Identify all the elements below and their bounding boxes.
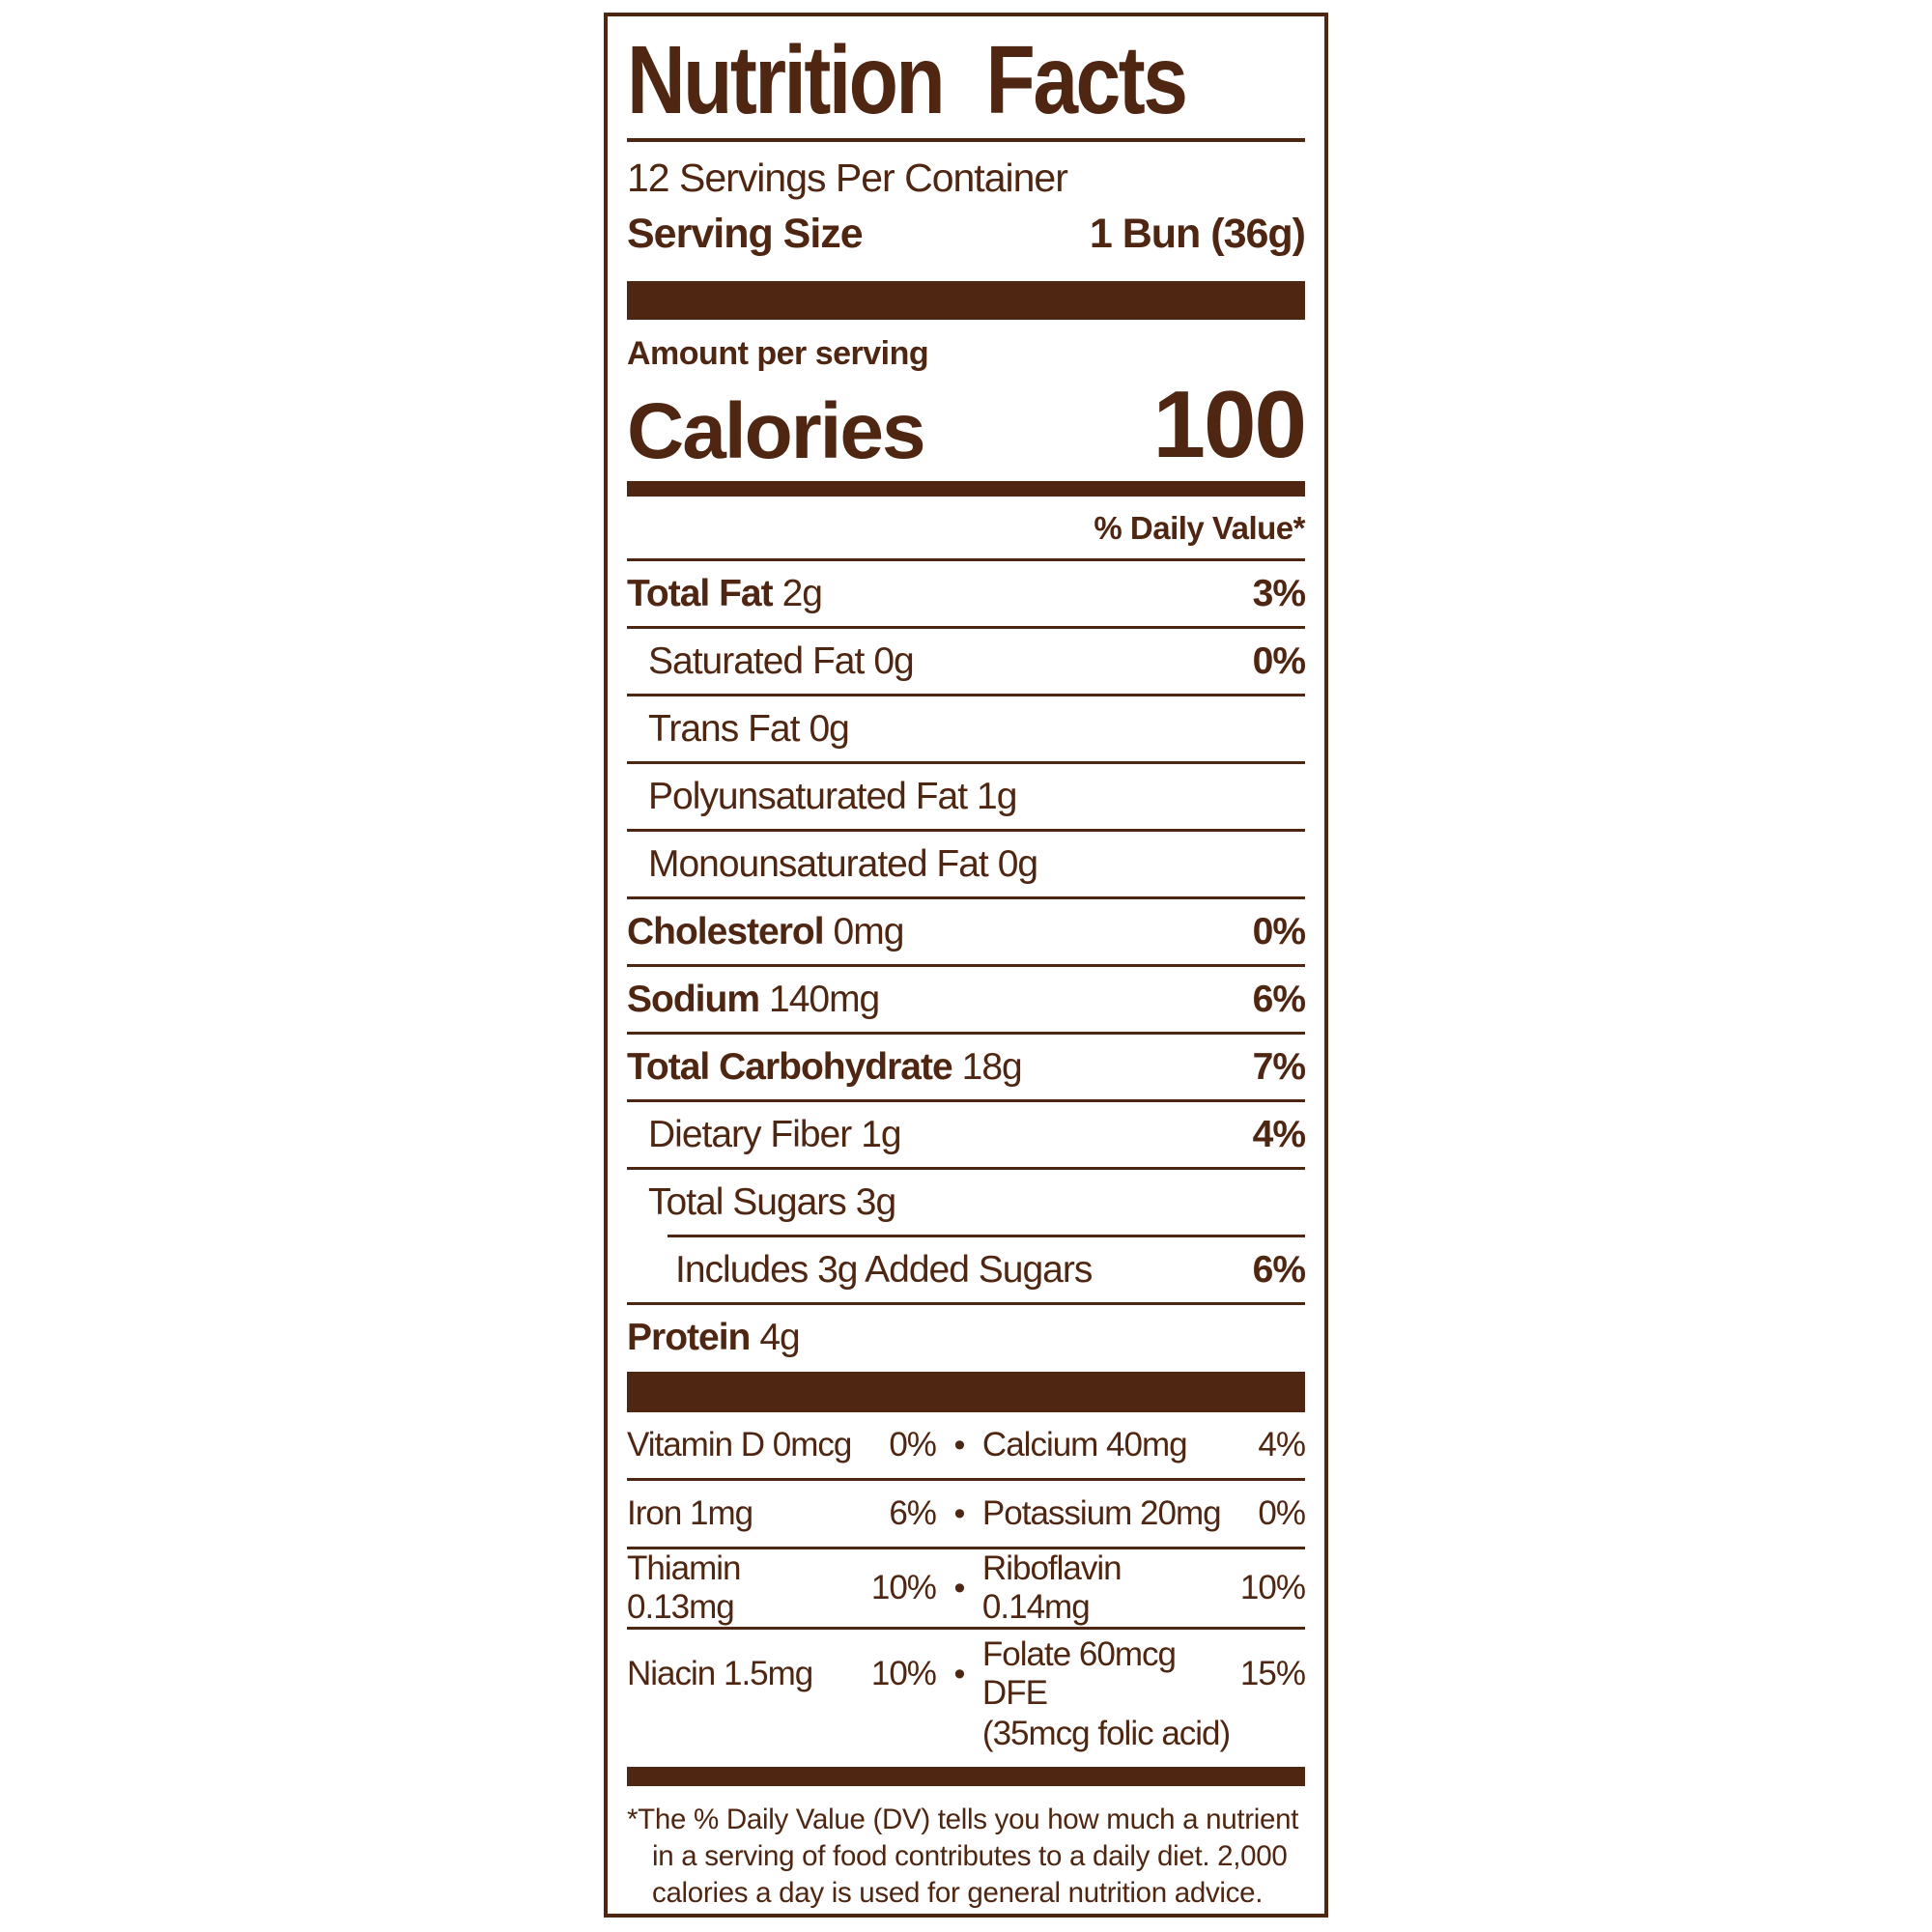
bullet-separator: • [953,1426,965,1463]
nutrient-row-polyunsaturated-fat: Polyunsaturated Fat 1g [627,764,1305,829]
nutrient-amount: 4g [759,1316,800,1358]
vitamin-left-dv: 6% [889,1494,937,1532]
nutrient-amount: 1g [861,1113,901,1155]
vitamin-right-name: Riboflavin 0.14mg [981,1549,1122,1626]
nutrient-name: Dietary Fiber [648,1113,852,1155]
nutrient-name: Total Carbohydrate [627,1045,953,1088]
divider [627,1627,1305,1630]
vitamin-row-2: Iron 1mg 6% • Potassium 20mg 0% [627,1481,1306,1547]
nutrient-dv: 4% [1252,1113,1306,1155]
nutrient-row-trans-fat: Trans Fat 0g [627,696,1305,761]
divider [627,1167,1305,1170]
bullet-separator: • [953,1569,965,1606]
serving-size-value: 1 Bun (36g) [1089,211,1306,257]
nutrient-name: Total Fat [627,572,774,614]
calories-row: Calories 100 [627,371,1307,477]
vitamin-right-dv: 10% [1239,1569,1306,1606]
daily-value-footnote: *The % Daily Value (DV) tells you how mu… [627,1804,1299,1909]
serving-size-label: Serving Size [627,211,864,257]
nutrient-amount: 1g [977,775,1017,817]
nutrient-row-sodium: Sodium 140mg 6% [627,967,1306,1032]
divider [627,1547,1305,1549]
vitamin-left-dv: 10% [870,1655,937,1692]
section-bar-top [627,281,1305,320]
nutrient-row-protein: Protein 4g [627,1305,1305,1370]
nutrient-amount: 3g [855,1180,896,1223]
nutrient-name: Cholesterol [627,910,825,952]
vitamin-row-1: Vitamin D 0mcg 0% • Calcium 40mg 4% [627,1412,1306,1478]
nutrient-name: Polyunsaturated Fat [648,775,968,817]
nutrient-dv: 0% [1252,639,1306,682]
vitamin-left-name: Niacin 1.5mg [627,1655,813,1692]
vitamin-right-name: Potassium 20mg [981,1494,1222,1532]
divider [627,1302,1305,1305]
nutrient-row-total-sugars: Total Sugars 3g [627,1170,1305,1235]
amount-per-serving-label: Amount per serving [627,335,929,372]
bullet-separator: • [953,1494,965,1532]
nutrition-facts-label: Nutrition Facts 12 Servings Per Containe… [604,13,1328,1918]
nutrition-facts-title: Nutrition Facts [627,26,1188,134]
calories-value: 100 [1152,371,1307,477]
nutrient-dv: 0% [1252,910,1306,952]
nutrient-amount: 0g [997,842,1038,885]
nutrient-name: Total Sugars [648,1180,847,1223]
bullet-separator: • [953,1655,965,1692]
nutrient-row-saturated-fat: Saturated Fat 0g 0% [627,629,1306,694]
divider [627,1099,1305,1102]
nutrient-dv: 6% [1252,978,1306,1020]
nutrient-row-dietary-fiber: Dietary Fiber 1g 4% [627,1102,1306,1167]
vitamin-right-name: Folate 60mcg DFE [981,1635,1177,1712]
nutrient-name: Saturated Fat [648,639,865,682]
divider [627,1032,1305,1035]
vitamin-right-name: Calcium 40mg [981,1426,1188,1463]
nutrient-dv: 6% [1252,1248,1306,1291]
divider [627,761,1305,764]
nutrient-dv: 7% [1252,1045,1306,1088]
divider [627,626,1305,629]
vitamin-left-name: Vitamin D 0mcg [627,1426,852,1463]
nutrient-name: Sodium [627,978,760,1020]
nutrient-amount: 0g [809,707,849,750]
serving-size-row: Serving Size 1 Bun (36g) [627,211,1306,258]
nutrient-name: Monounsaturated Fat [648,842,989,885]
nutrient-amount: 18g [961,1045,1023,1088]
nutrient-name: Trans Fat [648,707,800,750]
divider [627,1478,1305,1481]
divider [627,694,1305,696]
nutrient-row-added-sugars: Includes 3g Added Sugars 6% [627,1237,1306,1302]
title-divider [627,138,1305,142]
vitamin-left-name: Iron 1mg [627,1494,753,1532]
nutrient-amount: 0g [873,639,914,682]
divider [627,829,1305,832]
section-bar-vitamins [627,1372,1305,1412]
calories-label: Calories [627,387,926,475]
vitamin-left-dv: 10% [870,1569,937,1606]
servings-per-container: 12 Servings Per Container [627,156,1068,200]
vitamin-left-name: Thiamin 0.13mg [627,1549,741,1626]
vitamin-right-note: (35mcg folic acid) [981,1715,1231,1752]
calories-bar [627,481,1305,497]
vitamin-row-3: Thiamin 0.13mg 10% • Riboflavin 0.14mg 1… [627,1549,1306,1627]
nutrient-row-total-fat: Total Fat 2g 3% [627,561,1306,626]
nutrient-name: Includes 3g Added Sugars [675,1248,1093,1291]
nutrient-row-monounsaturated-fat: Monounsaturated Fat 0g [627,832,1305,896]
vitamin-right-dv: 15% [1239,1655,1306,1692]
nutrient-name: Protein [627,1316,751,1358]
divider [627,896,1305,899]
nutrient-row-total-carbohydrate: Total Carbohydrate 18g 7% [627,1035,1306,1099]
section-bar-footnote [627,1767,1305,1786]
nutrient-amount: 140mg [769,978,880,1020]
divider-inset [668,1235,1305,1237]
vitamin-left-dv: 0% [889,1426,937,1463]
vitamin-row-4: Niacin 1.5mg 10% • Folate 60mcg DFE 15% … [627,1630,1306,1761]
divider [627,558,1305,561]
vitamin-right-dv: 4% [1258,1426,1306,1463]
nutrient-amount: 2g [781,572,823,614]
divider [627,964,1305,967]
daily-value-header: % Daily Value* [1094,510,1305,546]
nutrient-dv: 3% [1252,572,1306,614]
nutrient-row-cholesterol: Cholesterol 0mg 0% [627,899,1306,964]
vitamin-right-dv: 0% [1258,1494,1306,1532]
nutrient-amount: 0mg [833,910,905,952]
